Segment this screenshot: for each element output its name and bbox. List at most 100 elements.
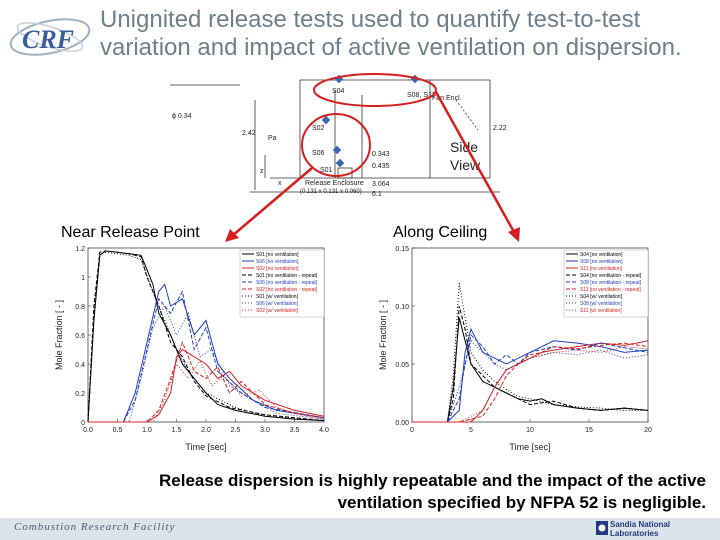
conclusion-caption: Release dispersion is highly repeatable … (30, 470, 706, 514)
y-axis-label: Mole Fraction [ - ] (54, 300, 64, 370)
x-tick-label: 3.5 (290, 427, 300, 434)
legend-entry: S08 [no ventilation - repeat] (580, 280, 642, 286)
legend-entry: S02 [no ventilation] (256, 266, 299, 272)
x-tick-label: 0.5 (113, 427, 123, 434)
sensor-label-s08-s11: S08, S11 (407, 92, 435, 99)
side-label: Side (450, 139, 478, 155)
logo-text: CRF (22, 25, 74, 54)
x-tick-label: 2.0 (201, 427, 211, 434)
along-ceiling-chart: 0.00 0.05 0.10 0.15 0 5 10 15 20 Time [sec] Mole F… (378, 246, 652, 452)
sensor-s06 (332, 145, 342, 155)
sensor-label-s02: S02 (312, 125, 325, 132)
x-axis-label: Time [sec] (509, 442, 550, 452)
caption-line-2: ventilation specified by NFPA 52 is negl… (337, 493, 706, 512)
y-tick-label: 0.2 (75, 391, 85, 398)
side-view-drawing (170, 79, 500, 193)
footer-bar (0, 518, 720, 540)
crf-logo: CRF (9, 18, 91, 56)
release-enclosure-label: Release Enclosure (305, 180, 364, 187)
along-ceiling-label: Along Ceiling (393, 224, 488, 241)
legend-entry: S02 [w/ ventilation] (256, 308, 299, 314)
legend-entry: S11 [no ventilation] (580, 266, 623, 272)
pa-label: Pa (268, 135, 277, 142)
x-tick-label: 4.0 (319, 427, 329, 434)
x-tick-label: 0.0 (83, 427, 93, 434)
arrow-head-left (225, 229, 239, 242)
caption-line-1: Release dispersion is highly repeatable … (158, 471, 706, 490)
enclosure-diagram: S04 S08, S11 S02 S06 S01 ϕ 0.34 2.42 2.2… (170, 73, 520, 242)
legend-entry: S06 [w/ ventilation] (256, 301, 299, 307)
legend-entry: S06 [no ventilation - repeat] (256, 280, 318, 286)
dim-3064: 3.064 (372, 181, 390, 188)
y-tick-label: 1 (81, 275, 85, 282)
legend-entry: S08 [w/ ventilation] (580, 301, 623, 307)
red-arrows (225, 91, 520, 242)
y-tick-label: 0.10 (395, 304, 409, 311)
legend-entry: S04 [w/ ventilation] (580, 294, 623, 300)
y-tick-label: 0.00 (395, 420, 409, 427)
x-tick-label: 5 (469, 427, 473, 434)
legend-entry: S06 [no ventilation] (256, 259, 299, 265)
y-tick-label: 0.6 (75, 333, 85, 340)
x-axis-label: Time [sec] (185, 442, 226, 452)
dim-0435: 0.435 (372, 163, 390, 170)
x-tick-label: 3.0 (260, 427, 270, 434)
legend-entry: S11 [no ventilation - repeat] (580, 287, 641, 293)
near-sensors-highlight (301, 113, 371, 177)
series-line-4 (412, 333, 649, 423)
title-line-2: variation and impact of active ventilati… (100, 34, 682, 61)
sandia-label: Sandia National Laboratories (610, 520, 671, 538)
x-tick-label: 0 (410, 427, 414, 434)
legend-entry: S11 [w/ ventilation] (580, 308, 622, 314)
legend-entry: S08 [no ventilation] (580, 259, 623, 265)
series-line-2 (88, 348, 325, 423)
series-line-8 (412, 346, 649, 423)
sensor-label-s01: S01 (320, 167, 333, 174)
sensor-s01 (335, 158, 345, 168)
y-tick-label: 0 (81, 420, 85, 427)
y-tick-label: 0.8 (75, 304, 85, 311)
y-tick-label: 1.2 (75, 246, 85, 253)
arrow-head-right (508, 227, 520, 242)
legend-entry: S02 [no ventilation - repeat] (256, 287, 318, 293)
series-line-5 (88, 340, 325, 423)
x-tick-label: 2.5 (231, 427, 241, 434)
sandia-logo-icon (596, 521, 608, 535)
dim-diameter: ϕ 0.34 (172, 113, 192, 120)
dim-0343: 0.343 (372, 151, 390, 158)
y-tick-label: 0.4 (75, 362, 85, 369)
legend-entry: S01 [w/ ventilation] (256, 294, 299, 300)
y-tick-label: 0.15 (395, 246, 409, 253)
title-line-1: Unignited release tests used to quantify… (100, 6, 641, 33)
dim-242: 2.42 (242, 130, 256, 137)
ceiling-sensors-highlight (313, 73, 437, 107)
sensor-s02 (321, 115, 331, 125)
series-line-3 (412, 305, 649, 423)
x-tick-label: 10 (526, 427, 534, 434)
sensor-label-s06: S06 (312, 150, 325, 157)
dim-61: 6.1 (372, 191, 382, 198)
release-enclosure-dims: (0.131 x 0.131 x 0.060) (300, 189, 362, 195)
series-line-5 (412, 342, 649, 423)
series-line-2 (412, 340, 649, 423)
legend-entry: S04 [no ventilation] (580, 252, 623, 258)
x-tick-label: 1.5 (172, 427, 182, 434)
legend-entry: S04 [no ventilation - repeat] (580, 273, 642, 279)
x-tick-label: 1.0 (142, 427, 152, 434)
footer-text: Combustion Research Facility (14, 521, 176, 533)
slide-title: Unignited release tests used to quantify… (100, 6, 715, 62)
series-line-7 (88, 304, 325, 423)
y-tick-label: 0.05 (395, 362, 409, 369)
near-release-label: Near Release Point (61, 224, 200, 241)
x-axis-label: x (278, 180, 282, 187)
x-tick-label: 15 (585, 427, 593, 434)
series-line-3 (87, 250, 325, 423)
legend-entry: S01 [no ventilation - repeat] (256, 273, 318, 279)
fan-enclosure-label: Fan Encl. (432, 95, 462, 102)
legend-entry: S01 [no ventilation] (256, 252, 299, 258)
near-release-chart: 0 0.2 0.4 0.6 0.8 1 1.2 0.0 0.5 1.0 1.5 2.0 2.5 3.0 3.… (54, 246, 329, 452)
sensor-label-s04: S04 (332, 88, 345, 95)
z-axis-label: z (260, 168, 264, 175)
x-tick-label: 20 (644, 427, 652, 434)
y-axis-label: Mole Fraction [ - ] (378, 300, 388, 370)
